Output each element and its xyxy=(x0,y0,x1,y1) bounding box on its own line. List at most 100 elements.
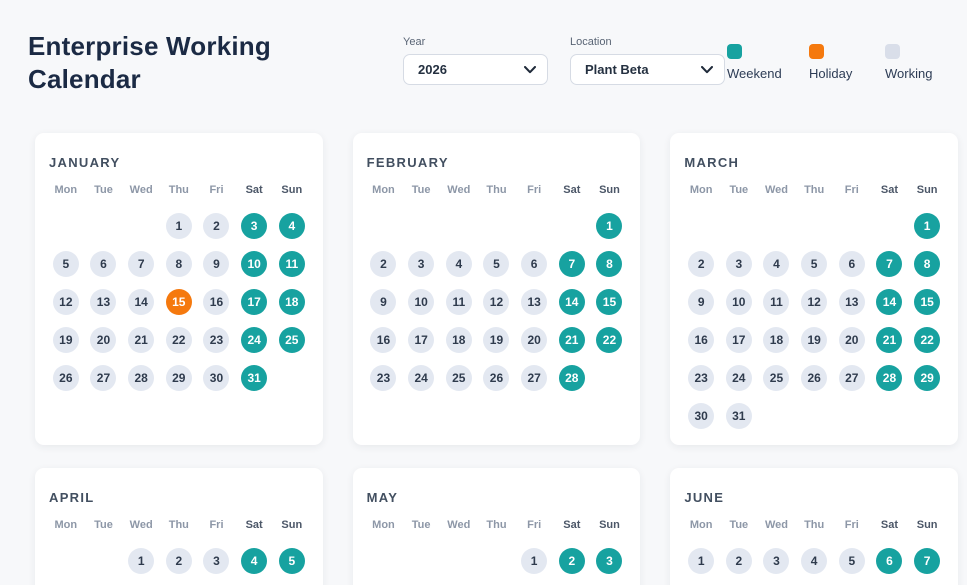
empty-day-cell xyxy=(720,207,758,245)
day-circle-weekend: 15 xyxy=(596,289,623,315)
day-circle-weekend: 8 xyxy=(596,251,623,277)
day-cell: 10 xyxy=(402,283,440,321)
day-circle-working: 19 xyxy=(801,327,828,353)
day-circle-working: 23 xyxy=(203,327,230,353)
day-cell: 22 xyxy=(160,321,198,359)
day-circle-working: 3 xyxy=(725,251,752,277)
day-cell: 25 xyxy=(758,359,796,397)
day-cell: 1 xyxy=(122,542,160,580)
weekday-label: Tue xyxy=(729,184,749,196)
year-field-group: Year 2026 xyxy=(403,36,548,85)
day-cell: 27 xyxy=(85,359,123,397)
day-circle-working: 13 xyxy=(521,289,548,315)
day-circle-working: 14 xyxy=(128,289,155,315)
day-circle-working: 30 xyxy=(688,403,715,429)
day-circle-working: 6 xyxy=(90,251,117,277)
day-circle-working: 28 xyxy=(128,365,155,391)
day-cell: 10 xyxy=(720,283,758,321)
weekday-label: Tue xyxy=(729,519,749,531)
day-circle-weekend: 4 xyxy=(278,213,305,239)
day-cell: 11 xyxy=(440,283,478,321)
weekday-label: Wed xyxy=(447,184,471,196)
day-cell: 23 xyxy=(198,321,236,359)
weekday-label: Wed xyxy=(764,519,788,531)
day-cell: 28 xyxy=(553,359,591,397)
day-circle-working: 30 xyxy=(203,365,230,391)
day-cell: 6 xyxy=(85,245,123,283)
day-circle-working: 12 xyxy=(801,289,828,315)
day-cell: 11 xyxy=(273,245,311,283)
location-select[interactable]: Plant Beta xyxy=(570,54,725,85)
weekday-label: Sun xyxy=(281,519,303,531)
day-cell: 12 xyxy=(795,283,833,321)
day-cell: 4 xyxy=(235,542,273,580)
day-cell: 5 xyxy=(795,245,833,283)
day-cell: 10 xyxy=(235,245,273,283)
day-circle-working: 16 xyxy=(203,289,230,315)
day-circle-working: 16 xyxy=(370,327,397,353)
weekday-label: Sun xyxy=(599,519,620,531)
day-cell: 27 xyxy=(833,359,871,397)
day-circle-weekend: 2 xyxy=(558,548,585,574)
day-circle-weekend: 18 xyxy=(278,289,305,315)
weekday-label: Sun xyxy=(916,519,938,531)
day-circle-weekend: 1 xyxy=(914,213,941,239)
day-cell: 9 xyxy=(365,283,403,321)
day-cell: 8 xyxy=(908,245,946,283)
day-cell: 2 xyxy=(720,542,758,580)
empty-day-cell xyxy=(682,207,720,245)
weekday-label: Sun xyxy=(599,184,620,196)
day-cell: 28 xyxy=(122,359,160,397)
weekday-label: Fri xyxy=(209,184,224,196)
month-title: MARCH xyxy=(684,155,740,170)
day-cell: 15 xyxy=(160,283,198,321)
day-circle-working: 27 xyxy=(90,365,117,391)
empty-day-cell xyxy=(833,207,871,245)
day-circle-working: 13 xyxy=(90,289,117,315)
empty-day-cell xyxy=(795,207,833,245)
day-circle-working: 19 xyxy=(483,327,510,353)
day-cell: 5 xyxy=(273,542,311,580)
weekday-label: Sat xyxy=(563,184,581,196)
weekday-label: Mon xyxy=(54,184,78,196)
weekend-swatch-icon xyxy=(727,44,742,59)
day-cell: 7 xyxy=(871,245,909,283)
empty-day-cell xyxy=(515,207,553,245)
day-cell: 24 xyxy=(235,321,273,359)
day-circle-working: 3 xyxy=(763,548,790,574)
day-circle-working: 6 xyxy=(838,251,865,277)
day-cell: 9 xyxy=(198,245,236,283)
year-select[interactable]: 2026 xyxy=(403,54,548,85)
weekday-label: Sat xyxy=(880,184,899,196)
day-circle-weekend: 7 xyxy=(876,251,903,277)
working-swatch-icon xyxy=(885,44,900,59)
day-circle-working: 24 xyxy=(725,365,752,391)
day-circle-weekend: 1 xyxy=(596,213,623,239)
day-cell: 7 xyxy=(908,542,946,580)
day-circle-working: 27 xyxy=(521,365,548,391)
location-field-group: Location Plant Beta xyxy=(570,36,725,85)
weekday-header-row: Mon Tue Wed Thu Fri Sat Sun xyxy=(47,519,311,531)
day-circle-working: 25 xyxy=(445,365,472,391)
legend-item-holiday: Holiday xyxy=(809,44,885,81)
day-cell: 5 xyxy=(833,542,871,580)
weekday-label: Sat xyxy=(245,519,263,531)
day-circle-working: 23 xyxy=(370,365,397,391)
day-cell: 6 xyxy=(833,245,871,283)
day-cell: 19 xyxy=(478,321,516,359)
day-circle-working: 18 xyxy=(763,327,790,353)
day-circle-working: 5 xyxy=(838,548,865,574)
weekday-label: Fri xyxy=(527,184,542,196)
empty-day-cell xyxy=(758,207,796,245)
month-title: FEBRUARY xyxy=(366,155,449,170)
day-cell: 23 xyxy=(365,359,403,397)
day-cell: 17 xyxy=(235,283,273,321)
day-circle-working: 10 xyxy=(408,289,435,315)
weekday-label: Thu xyxy=(168,519,189,531)
day-circle-working: 2 xyxy=(688,251,715,277)
weekday-label: Fri xyxy=(844,184,859,196)
month-title: MAY xyxy=(366,490,399,505)
day-cell: 1 xyxy=(908,207,946,245)
